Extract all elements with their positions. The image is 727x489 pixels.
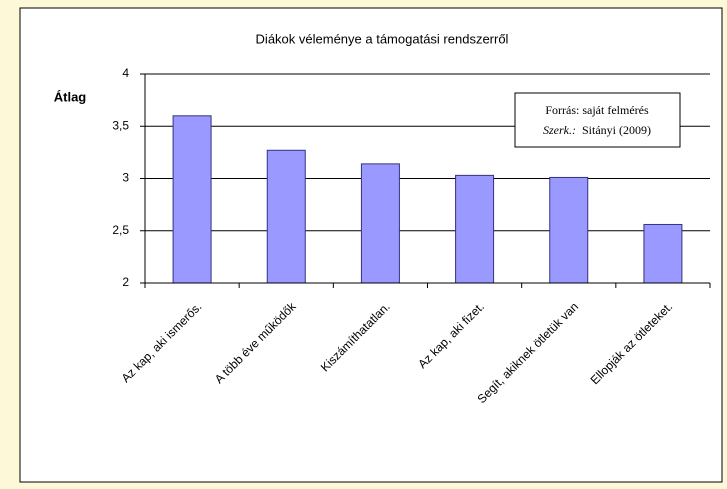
annotation-editor-label: Szerk.: — [543, 123, 576, 137]
y-tick-label: 2 — [122, 275, 129, 289]
y-axis-label: Átlag — [54, 89, 87, 104]
annotation-source: Forrás: saját felmérés — [545, 103, 649, 117]
annotation-editor-name: Sitányi (2009) — [582, 123, 651, 137]
annotation-box — [514, 92, 681, 148]
y-tick-label: 3 — [122, 171, 129, 185]
y-tick-label: 3,5 — [112, 118, 129, 132]
bar — [455, 174, 495, 284]
bar — [266, 149, 306, 284]
y-tick-label: 4 — [122, 66, 129, 80]
bar — [360, 163, 400, 284]
annotation-editor: Szerk.: Sitányi (2009) — [543, 123, 651, 137]
bar — [643, 223, 683, 284]
bar — [172, 115, 212, 284]
y-tick-label: 2,5 — [112, 223, 129, 237]
chart-title: Diákok véleménye a támogatási rendszerrő… — [256, 31, 509, 46]
bar — [549, 176, 589, 284]
